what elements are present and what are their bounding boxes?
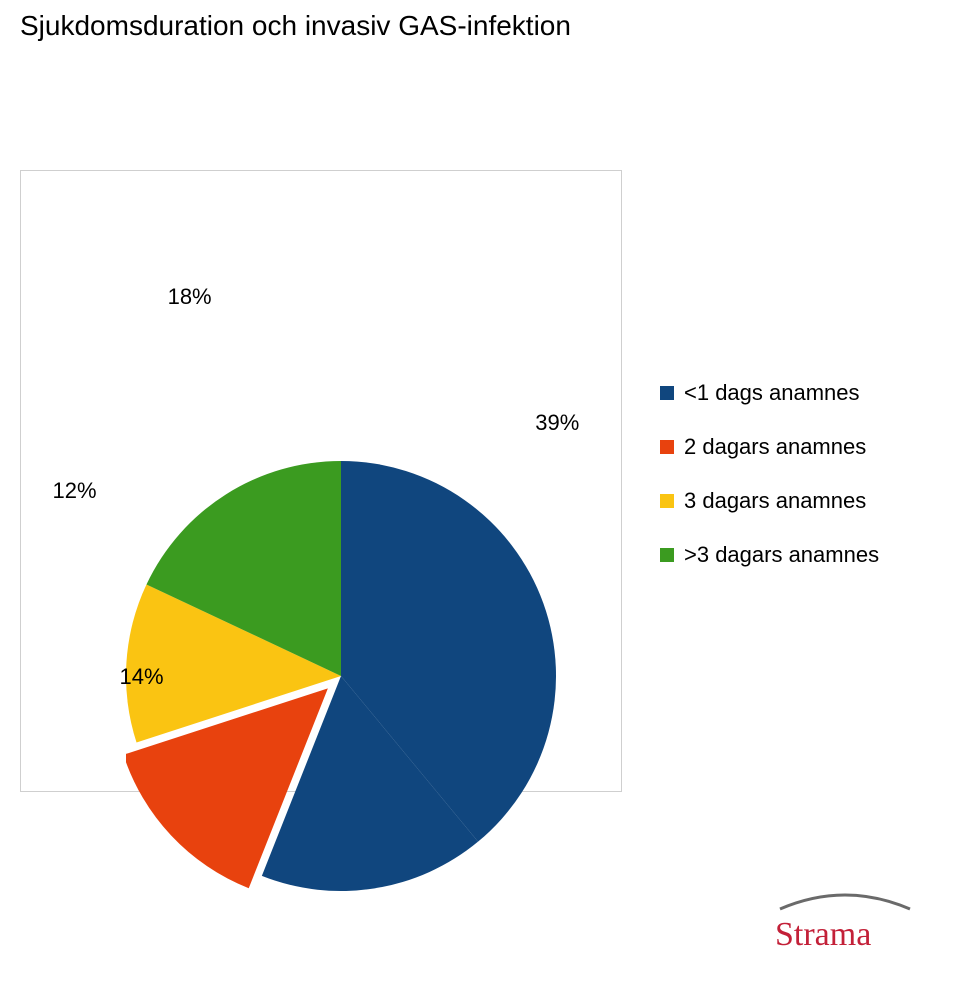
chart-container: 39% 14% 12% 18%	[20, 170, 622, 792]
legend-swatch-icon	[660, 386, 674, 400]
legend-item: 3 dagars anamnes	[660, 488, 879, 514]
logo-text: Strama	[775, 916, 871, 953]
pie-svg	[126, 461, 556, 891]
page-title: Sjukdomsduration och invasiv GAS-infekti…	[20, 10, 571, 42]
strama-logo: Strama	[760, 887, 930, 962]
logo-svg: Strama	[760, 887, 930, 957]
legend-item: >3 dagars anamnes	[660, 542, 879, 568]
legend-item: 2 dagars anamnes	[660, 434, 879, 460]
pie-percent-label: 18%	[168, 284, 212, 310]
pie-percent-label: 14%	[119, 664, 163, 690]
legend-swatch-icon	[660, 494, 674, 508]
legend-label: <1 dags anamnes	[684, 380, 860, 406]
logo-arc-icon	[780, 895, 910, 909]
page: Sjukdomsduration och invasiv GAS-infekti…	[0, 0, 960, 982]
legend-label: 2 dagars anamnes	[684, 434, 866, 460]
legend-label: 3 dagars anamnes	[684, 488, 866, 514]
legend-label: >3 dagars anamnes	[684, 542, 879, 568]
pie-percent-label: 12%	[52, 478, 96, 504]
pie-chart	[126, 461, 556, 896]
legend-swatch-icon	[660, 440, 674, 454]
pie-percent-label: 39%	[535, 410, 579, 436]
legend: <1 dags anamnes 2 dagars anamnes 3 dagars …	[660, 380, 879, 596]
legend-swatch-icon	[660, 548, 674, 562]
legend-item: <1 dags anamnes	[660, 380, 879, 406]
